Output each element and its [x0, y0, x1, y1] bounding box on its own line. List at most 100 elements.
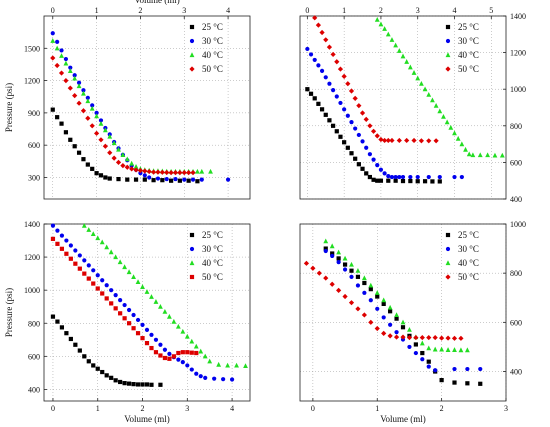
data-point: [370, 128, 377, 134]
data-point: [194, 371, 199, 376]
data-point: [382, 171, 387, 176]
x-tick-label: 0: [51, 404, 55, 413]
data-point: [387, 333, 393, 339]
data-point: [149, 332, 154, 337]
data-point: [323, 112, 328, 117]
data-point: [171, 354, 176, 359]
data-point: [113, 306, 118, 311]
data-point: [367, 152, 372, 157]
data-point: [336, 249, 342, 255]
data-point: [203, 375, 208, 380]
data-point: [378, 167, 384, 172]
data-point: [323, 246, 328, 251]
data-point: [64, 331, 69, 336]
data-point: [95, 273, 100, 278]
data-point: [374, 133, 380, 139]
data-point: [59, 48, 64, 53]
data-point: [422, 179, 428, 184]
data-point: [155, 176, 161, 181]
data-point: [100, 369, 105, 375]
data-point: [108, 249, 114, 255]
y-tick-label: 300: [28, 173, 40, 182]
data-point: [331, 88, 336, 93]
legend-marker: [445, 232, 451, 238]
data-point: [433, 138, 439, 144]
data-point: [185, 363, 190, 368]
data-point: [89, 105, 95, 111]
data-point: [452, 130, 457, 136]
data-point: [437, 179, 442, 184]
data-point: [142, 177, 147, 182]
data-point: [94, 113, 99, 119]
data-point: [76, 80, 82, 85]
data-point: [86, 359, 91, 364]
data-point: [82, 258, 87, 263]
data-point: [135, 331, 141, 336]
data-point: [122, 264, 128, 270]
x-axis-label: Volume (ml): [380, 414, 426, 424]
data-point: [63, 60, 69, 66]
data-point: [94, 110, 99, 115]
data-point: [426, 334, 432, 341]
data-point: [59, 53, 64, 58]
data-point: [418, 81, 424, 86]
series-1: [50, 107, 200, 184]
y-tick-label: 400: [510, 195, 522, 204]
data-point: [180, 328, 186, 334]
data-point: [362, 290, 367, 295]
data-point: [415, 179, 420, 184]
data-point: [386, 178, 391, 183]
data-point: [122, 302, 127, 308]
panel-bottom-right: 0 1 2 3 400 600 800 1000 Volume (ml) 25 °C 30 °C 40…: [299, 220, 526, 424]
data-point: [50, 314, 56, 319]
data-point: [312, 57, 317, 63]
data-point: [73, 248, 78, 253]
data-point: [374, 290, 380, 295]
data-point: [81, 88, 86, 93]
x-tick-label: 1: [95, 6, 99, 15]
data-point: [189, 338, 195, 344]
data-point: [411, 137, 417, 144]
data-point: [167, 356, 172, 361]
y-tick-label: 600: [28, 352, 40, 361]
data-point: [329, 281, 335, 287]
data-point: [355, 306, 361, 312]
x-tick-label: 3: [416, 6, 420, 15]
x-axis-label: Volume (ml): [134, 0, 180, 5]
data-point: [99, 239, 105, 245]
data-point: [337, 66, 344, 72]
data-point: [439, 346, 445, 352]
legend-label: 40 °C: [458, 258, 479, 268]
data-point: [89, 123, 95, 129]
data-point: [90, 231, 96, 237]
data-point: [433, 368, 438, 373]
data-point: [95, 235, 101, 241]
data-point: [95, 286, 100, 291]
data-point: [160, 178, 165, 183]
data-point: [385, 137, 391, 144]
panel-bottom-left: 0 1 2 3 4 400 600 800 1000 1200 1400 Volume (ml) Pre…: [4, 220, 251, 424]
data-point: [68, 137, 73, 142]
legend-label: 50 °C: [202, 272, 223, 282]
y-tick-label: 800: [510, 122, 522, 131]
data-point: [107, 133, 113, 139]
data-point: [153, 337, 159, 342]
data-point: [150, 169, 157, 175]
data-point: [353, 126, 358, 131]
x-tick-label: 2: [440, 404, 444, 413]
x-tick-label: 4: [230, 404, 234, 413]
data-point: [180, 360, 185, 365]
legend-marker: [189, 38, 195, 44]
legend-label: 50 °C: [458, 64, 479, 74]
data-point: [162, 347, 168, 352]
x-tick-label: 5: [489, 6, 493, 15]
data-point: [58, 70, 65, 76]
data-point: [162, 308, 168, 314]
plot-frame: [299, 223, 507, 402]
data-point: [492, 152, 498, 158]
data-point: [315, 22, 321, 28]
data-point: [360, 166, 365, 171]
data-point: [439, 335, 445, 341]
data-point: [310, 265, 316, 271]
data-point: [77, 266, 82, 271]
